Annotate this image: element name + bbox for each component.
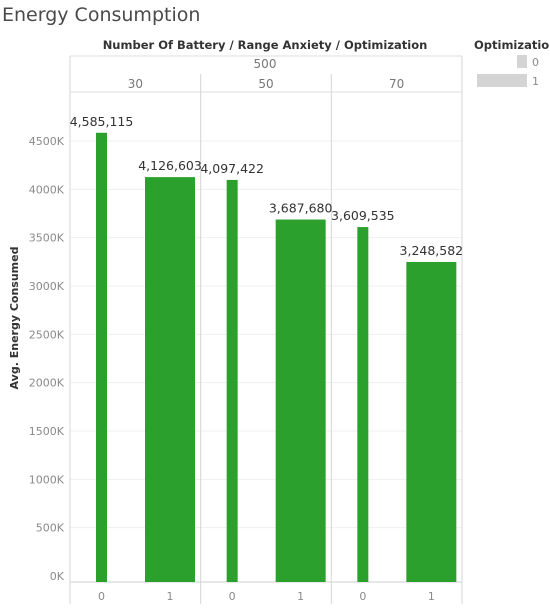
bar: [275, 219, 326, 582]
panel-frame: [69, 55, 463, 604]
group-header: 50: [258, 77, 273, 91]
x-tick-label: 0: [359, 590, 366, 603]
y-tick-label: 1000K: [29, 473, 65, 486]
y-tick-label: 4500K: [29, 135, 65, 148]
x-tick-label: 0: [229, 590, 236, 603]
bars: [96, 132, 457, 583]
bar: [226, 179, 238, 582]
legend-swatch: [477, 74, 527, 87]
legend-label: 0: [532, 56, 539, 69]
x-tick-label: 1: [297, 590, 304, 603]
group-header: 70: [389, 77, 404, 91]
legend-title: Optimization: [474, 38, 550, 52]
legend-swatch: [517, 55, 527, 68]
group-header: 30: [128, 77, 143, 91]
bar: [96, 132, 107, 582]
y-tick-label: 3000K: [29, 280, 65, 293]
y-ticks: 0K 500K 1000K 1500K 2000K 2500K 3000K 3500K 4000…: [29, 135, 65, 583]
data-label: 4,097,422: [200, 161, 264, 176]
y-tick-label: 500K: [36, 522, 65, 535]
bar: [357, 227, 369, 582]
y-tick-label: 2500K: [29, 328, 65, 341]
y-tick-label: 4000K: [29, 183, 65, 196]
y-tick-label: 2000K: [29, 377, 65, 390]
data-label: 3,609,535: [331, 208, 395, 223]
column-header-level1: 500: [254, 57, 277, 71]
chart-title: Energy Consumption: [2, 4, 200, 26]
data-label: 3,248,582: [400, 243, 464, 258]
x-tick-label: 0: [98, 590, 105, 603]
bar: [406, 261, 457, 582]
data-label: 4,585,115: [70, 114, 134, 129]
data-label: 4,126,603: [138, 158, 202, 173]
y-tick-label: 0K: [50, 570, 65, 583]
bar: [145, 177, 195, 583]
gridlines: [70, 140, 462, 529]
data-label: 3,687,680: [269, 201, 333, 216]
group-headers: 30 50 70: [128, 77, 405, 91]
legend[interactable]: 01: [477, 55, 539, 88]
x-ticks: 0 1 0 1 0 1: [98, 590, 435, 603]
x-tick-label: 1: [428, 590, 435, 603]
column-header: Number Of Battery / Range Anxiety / Opti…: [103, 38, 428, 52]
y-axis-label: Avg. Energy Consumed: [8, 247, 21, 390]
legend-label: 1: [532, 75, 539, 88]
y-tick-label: 3500K: [29, 232, 65, 245]
y-tick-label: 1500K: [29, 425, 65, 438]
x-tick-label: 1: [167, 590, 174, 603]
